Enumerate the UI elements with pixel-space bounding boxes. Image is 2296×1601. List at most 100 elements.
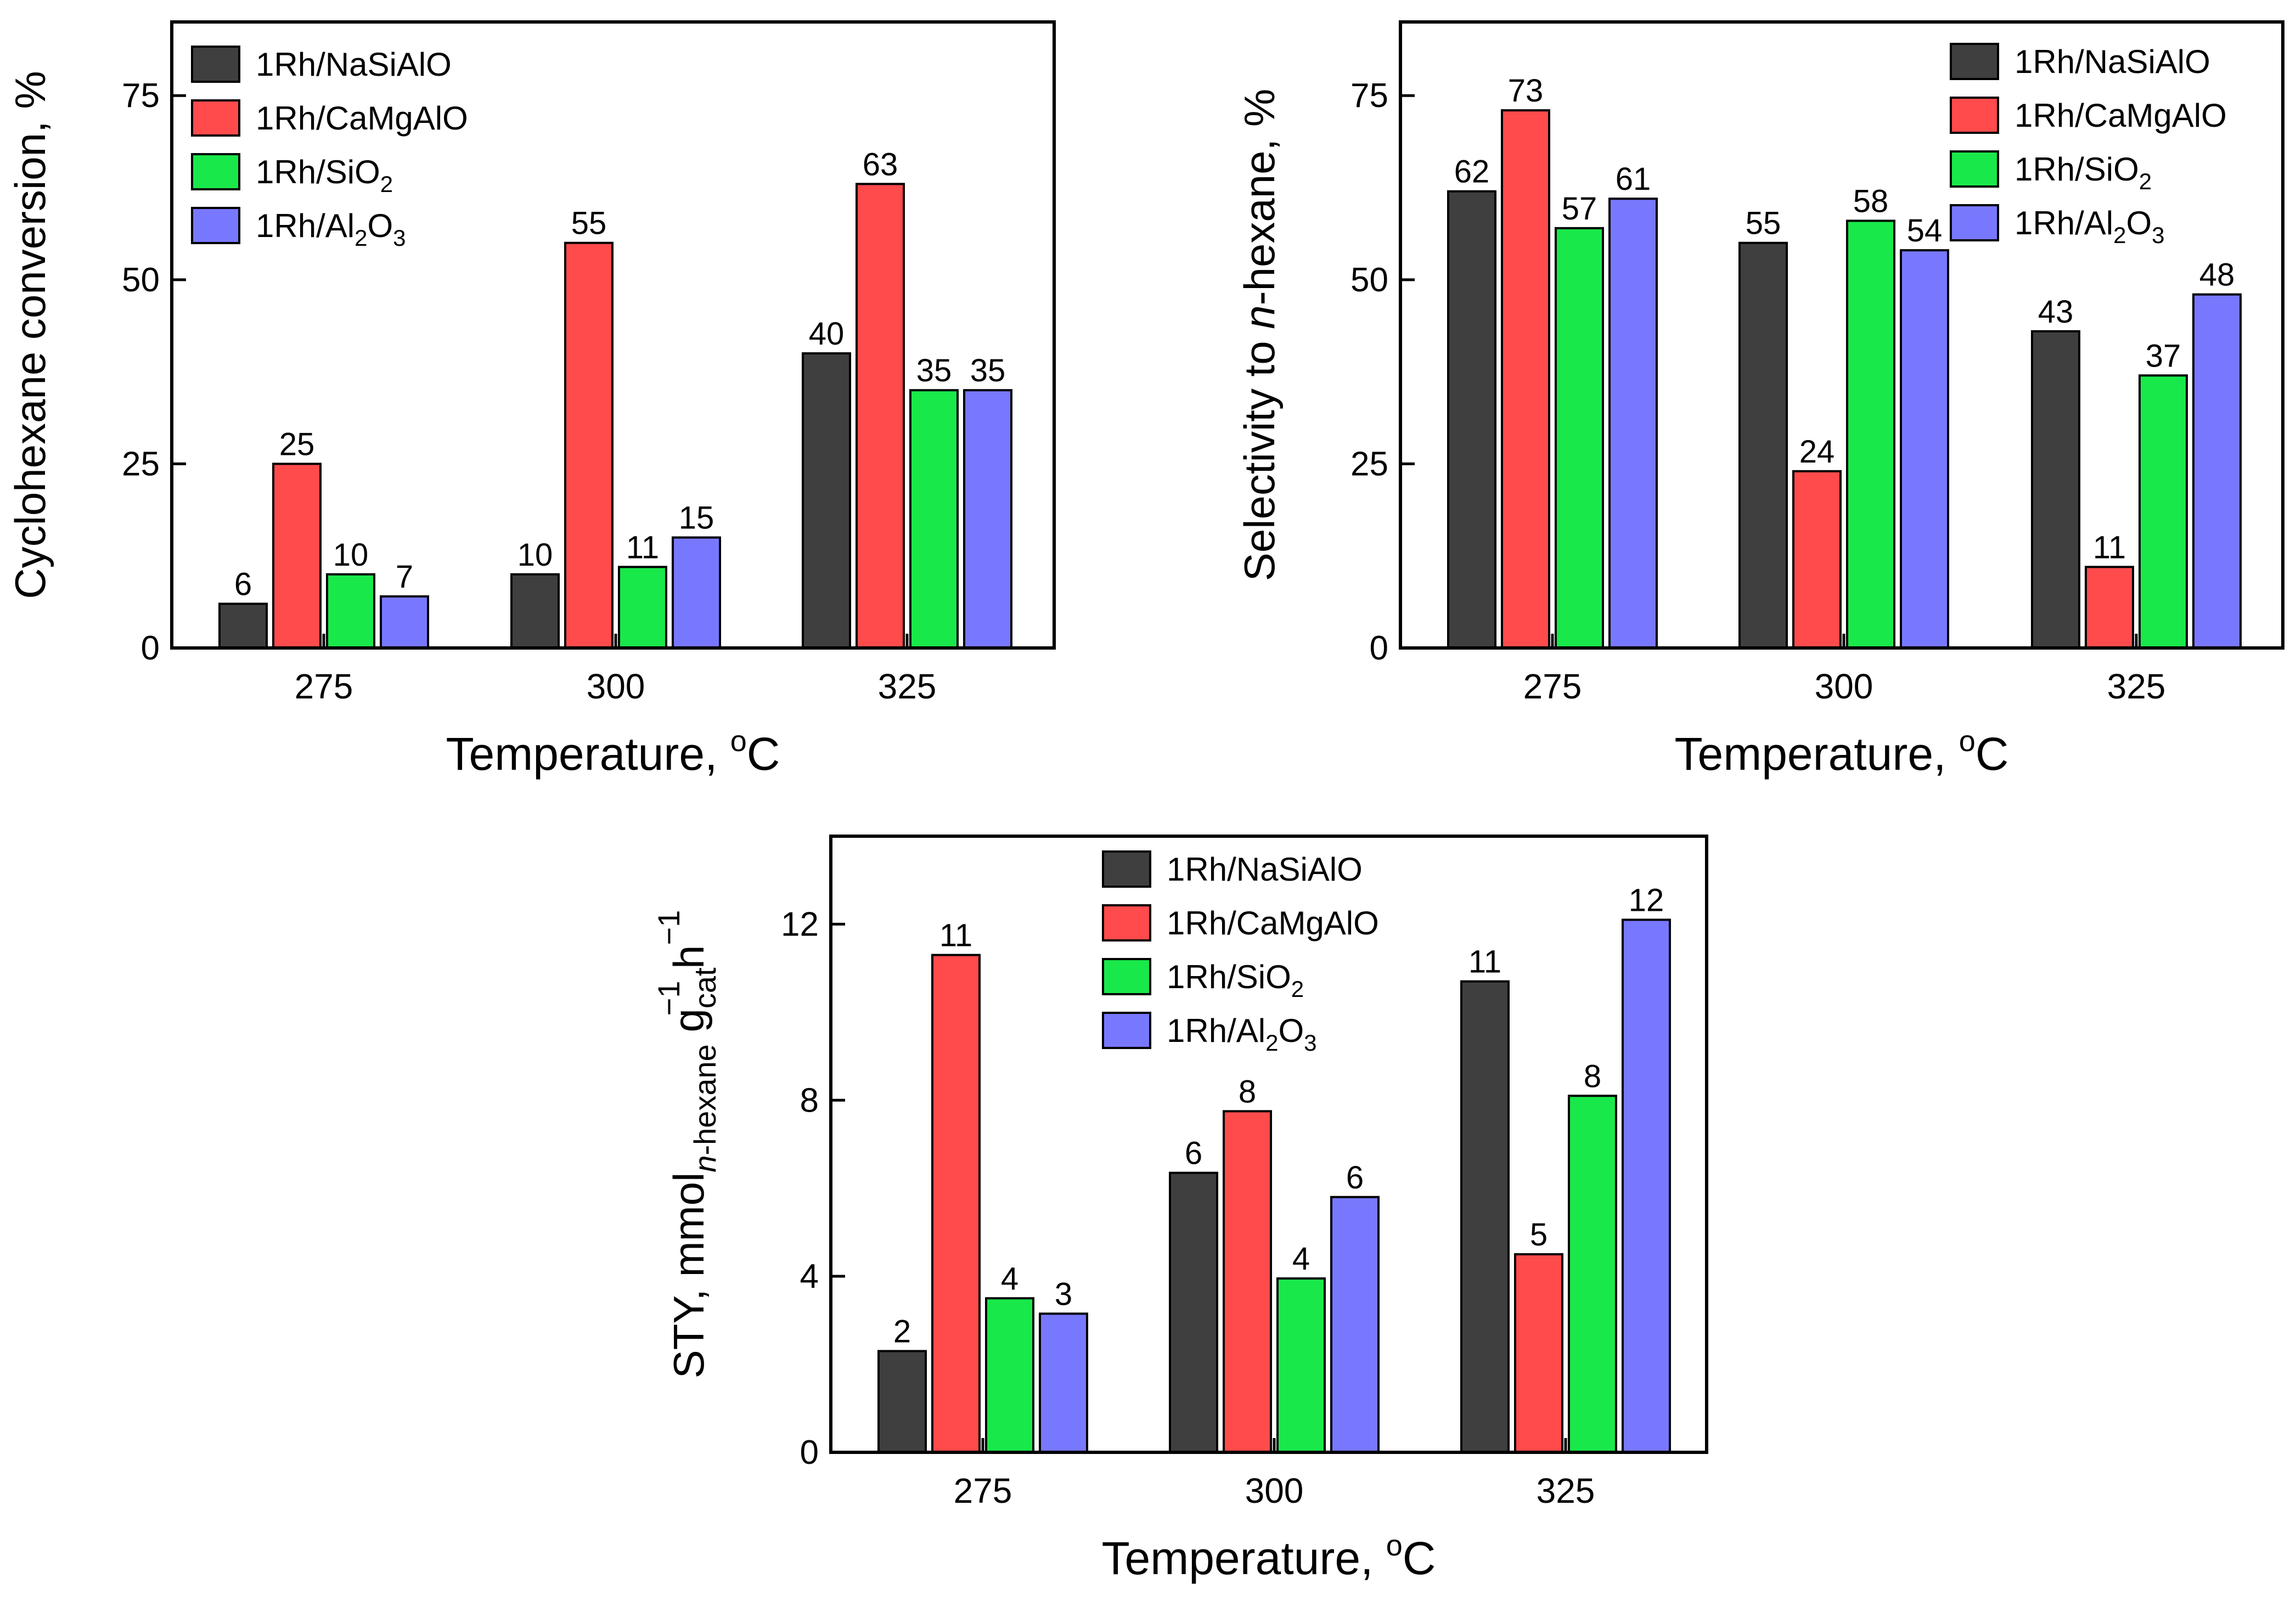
bar-1rhal2o3-300 — [1900, 249, 1949, 650]
bar-1rhcamgalo-275 — [931, 954, 981, 1454]
legend-swatch — [1102, 1012, 1151, 1049]
x-tick-label: 325 — [2107, 667, 2166, 706]
bar-1rhnasialo-325 — [802, 352, 851, 649]
y-axis-title-part: g — [665, 1008, 713, 1044]
legend-label-base: 1Rh/SiO — [1167, 959, 1291, 995]
legend-swatch — [1102, 904, 1151, 942]
x-tick-label: 300 — [1815, 667, 1873, 706]
data-label: 11 — [1468, 944, 1501, 980]
bar-1rhcamgalo-300 — [564, 241, 614, 649]
legend-label-mid: O — [367, 207, 393, 244]
x-tick-label: 300 — [1245, 1471, 1304, 1510]
legend-label-base: 1Rh/Al — [256, 207, 354, 244]
bar-1rhcamgalo-325 — [856, 183, 905, 650]
data-label: 10 — [333, 537, 369, 573]
bar-1rhal2o3-275 — [1039, 1312, 1088, 1453]
legend-label: 1Rh/CaMgAlO — [2014, 97, 2227, 134]
x-axis-title-unit: C — [1403, 1532, 1436, 1584]
y-axis-title-part: STY, mmol — [665, 1172, 713, 1379]
legend-swatch — [191, 153, 240, 190]
data-label: 5 — [1530, 1217, 1547, 1253]
data-label: 25 — [279, 426, 315, 462]
plot-frame — [829, 835, 1708, 1454]
y-tick-label: 12 — [781, 905, 819, 943]
x-axis-title-unit: C — [1976, 728, 2009, 780]
legend-label: 1Rh/Al2O3 — [2014, 205, 2164, 248]
legend-label-sub: 2 — [380, 171, 393, 197]
legend-label: 1Rh/NaSiAlO — [1167, 851, 1363, 888]
data-label: 62 — [1454, 154, 1490, 190]
data-label: 73 — [1508, 73, 1544, 109]
data-label: 48 — [2199, 257, 2235, 293]
y-tick-label: 25 — [1350, 445, 1388, 483]
bar-1rhsio2-300 — [618, 566, 667, 650]
bar-1rhnasialo-275 — [877, 1350, 927, 1453]
x-axis-title: Temperature, oC — [446, 725, 780, 780]
legend-label-base: 1Rh/SiO — [256, 154, 380, 190]
x-tick-label: 275 — [295, 667, 353, 706]
data-label: 58 — [1853, 183, 1889, 219]
bar-1rhsio2-325 — [1568, 1095, 1617, 1453]
bar-1rhsio2-325 — [909, 389, 959, 649]
y-tick-label: 8 — [800, 1081, 819, 1119]
legend-label-base: 1Rh/CaMgAlO — [256, 100, 468, 137]
bar-1rhnasialo-325 — [2031, 330, 2080, 649]
data-label: 63 — [863, 146, 898, 182]
legend-swatch — [1950, 204, 1999, 241]
chart-3: 2 11 4 3 6 8 4 6 11 5 8 12 0 4 8 12 275 300 325 Temperature… — [651, 835, 1708, 1584]
bar-1rhnasialo-325 — [1460, 980, 1510, 1453]
bar-1rhal2o3-275 — [1608, 198, 1658, 649]
bar-1rhsio2-275 — [1555, 227, 1604, 649]
legend-label-base: 1Rh/CaMgAlO — [1167, 905, 1379, 942]
bar-1rhcamgalo-300 — [1223, 1110, 1272, 1453]
y-tick-label: 4 — [800, 1258, 819, 1295]
y-tick-label: 25 — [122, 445, 160, 483]
bar-1rhnasialo-275 — [218, 602, 268, 650]
bar-1rhsio2-275 — [985, 1297, 1034, 1453]
legend-label-base: 1Rh/Al — [1167, 1012, 1265, 1049]
legend-label-sub: 2 — [2113, 222, 2126, 248]
data-label: 12 — [1629, 882, 1664, 918]
legend-swatch — [1102, 850, 1151, 888]
y-tick-label: 50 — [122, 261, 160, 299]
y-axis-title-post: -hexane, % — [1235, 89, 1284, 306]
y-tick-label: 50 — [1350, 261, 1388, 299]
bar-1rhal2o3-325 — [963, 389, 1012, 649]
legend-swatch — [1950, 97, 1999, 134]
data-label: 54 — [1907, 213, 1943, 249]
legend-swatch — [191, 99, 240, 137]
data-label: 55 — [571, 206, 607, 241]
legend-label: 1Rh/Al2O3 — [1167, 1012, 1316, 1056]
y-axis-title: Selectivity to n-hexane, % — [1235, 89, 1284, 581]
y-tick-label: 0 — [1370, 629, 1388, 667]
y-axis-title: STY, mmoln-hexane gcat−1 h−1 — [651, 910, 722, 1379]
data-label: 6 — [234, 566, 252, 602]
data-label: 8 — [1239, 1074, 1256, 1109]
chart-2: 62 73 57 61 55 24 58 54 43 11 37 48 0 25 50 75 275 300 325… — [1235, 20, 2284, 780]
data-label: 11 — [2093, 529, 2126, 565]
bar-1rhal2o3-325 — [1622, 918, 1671, 1453]
legend-label-sub: 2 — [2139, 168, 2152, 194]
legend-label-sub: 3 — [393, 225, 406, 251]
y-axis-title-sub: cat — [688, 967, 722, 1008]
data-label: 10 — [517, 537, 553, 573]
bar-1rhal2o3-325 — [2192, 293, 2242, 649]
bar-1rhsio2-300 — [1846, 219, 1895, 649]
legend-label: 1Rh/NaSiAlO — [256, 46, 452, 83]
legend-label-base: 1Rh/Al — [2014, 205, 2113, 241]
x-tick-label: 300 — [587, 667, 645, 706]
data-label: 7 — [396, 559, 413, 595]
plot-frame — [1399, 20, 2284, 650]
legend-label-base: 1Rh/NaSiAlO — [2014, 43, 2210, 80]
legend-label-sub: 2 — [1265, 1030, 1278, 1056]
legend-label-base: 1Rh/NaSiAlO — [256, 46, 452, 83]
legend-label: 1Rh/Al2O3 — [256, 207, 406, 251]
x-tick-label: 275 — [954, 1471, 1012, 1510]
data-label: 8 — [1584, 1058, 1601, 1094]
y-tick-label: 0 — [141, 629, 160, 667]
bar-1rhsio2-325 — [2139, 374, 2188, 649]
legend-label: 1Rh/NaSiAlO — [2014, 43, 2210, 80]
y-tick-label: 75 — [1350, 77, 1388, 115]
